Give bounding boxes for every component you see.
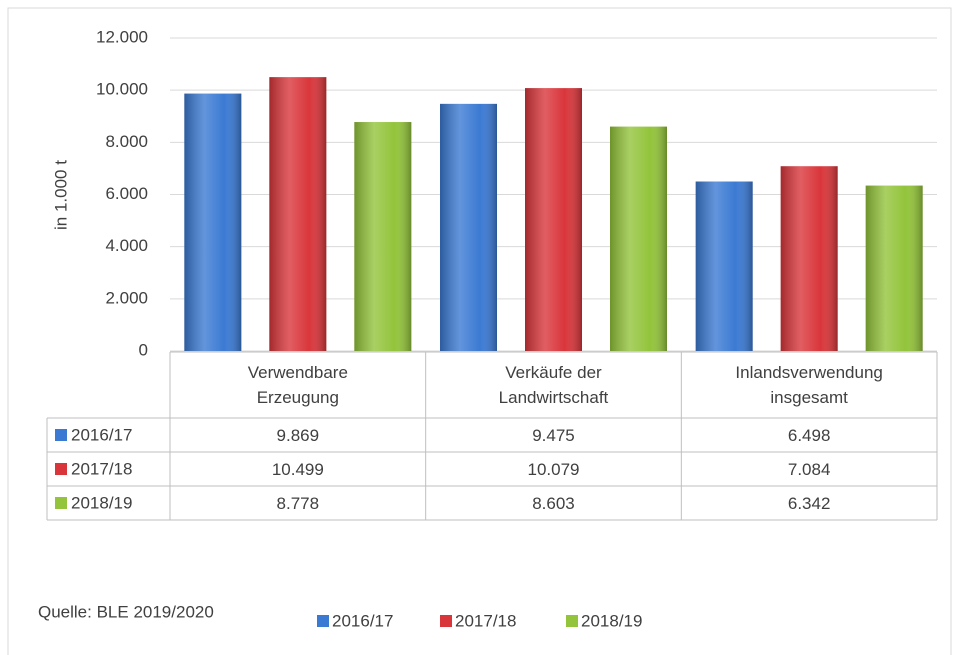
table-series-name: 2016/17 [71, 425, 132, 444]
source: Quelle: BLE 2019/2020 [38, 602, 214, 621]
table-value: 7.084 [787, 459, 831, 479]
bar-shade [184, 93, 242, 351]
table-value: 10.079 [527, 459, 580, 479]
table-series-name: 2018/19 [71, 493, 132, 512]
legend-key [317, 615, 329, 627]
table-value: 6.498 [787, 425, 831, 445]
y-tick-label: 10.000 [96, 80, 148, 99]
y-tick-label: 8.000 [105, 132, 148, 151]
bar-shade [695, 181, 753, 351]
bar-shade [525, 88, 582, 352]
y-axis-label: in 1.000 t [51, 160, 70, 230]
y-tick-label: 0 [139, 340, 148, 359]
bar-shade [865, 185, 923, 351]
table-value: 8.778 [276, 493, 320, 513]
category-label: Verwendbare Erzeugung [247, 363, 348, 407]
y-tick-label: 12.000 [96, 27, 148, 46]
legend-key [440, 615, 452, 627]
bar-shade [610, 126, 667, 352]
legend-label: 2016/17 [332, 611, 393, 630]
table-value: 9.869 [276, 425, 320, 445]
y-tick-label: 2.000 [105, 288, 148, 307]
table-legend-key [55, 497, 67, 509]
bar-shade [354, 122, 412, 351]
category-label: Inlandsverwendung insgesamt [735, 363, 883, 407]
legend-key [566, 615, 578, 627]
bar-shade [780, 166, 838, 351]
bar-shade [440, 103, 497, 352]
table-value: 10.499 [271, 459, 324, 479]
table-value: 8.603 [532, 493, 575, 513]
table-value: 9.475 [532, 425, 575, 445]
y-tick-label: 6.000 [105, 184, 148, 203]
table-legend-key [55, 463, 67, 475]
frame [7, 7, 952, 655]
table-value: 6.342 [787, 493, 831, 513]
legend-label: 2017/18 [455, 611, 516, 630]
y-tick-label: 4.000 [105, 236, 148, 255]
bar-shade [269, 77, 327, 351]
category-label: Verkäufe der Landwirtschaft [498, 363, 609, 407]
table-legend-key [55, 429, 67, 441]
legend-label: 2018/19 [581, 611, 642, 630]
table-series-name: 2017/18 [71, 459, 132, 478]
